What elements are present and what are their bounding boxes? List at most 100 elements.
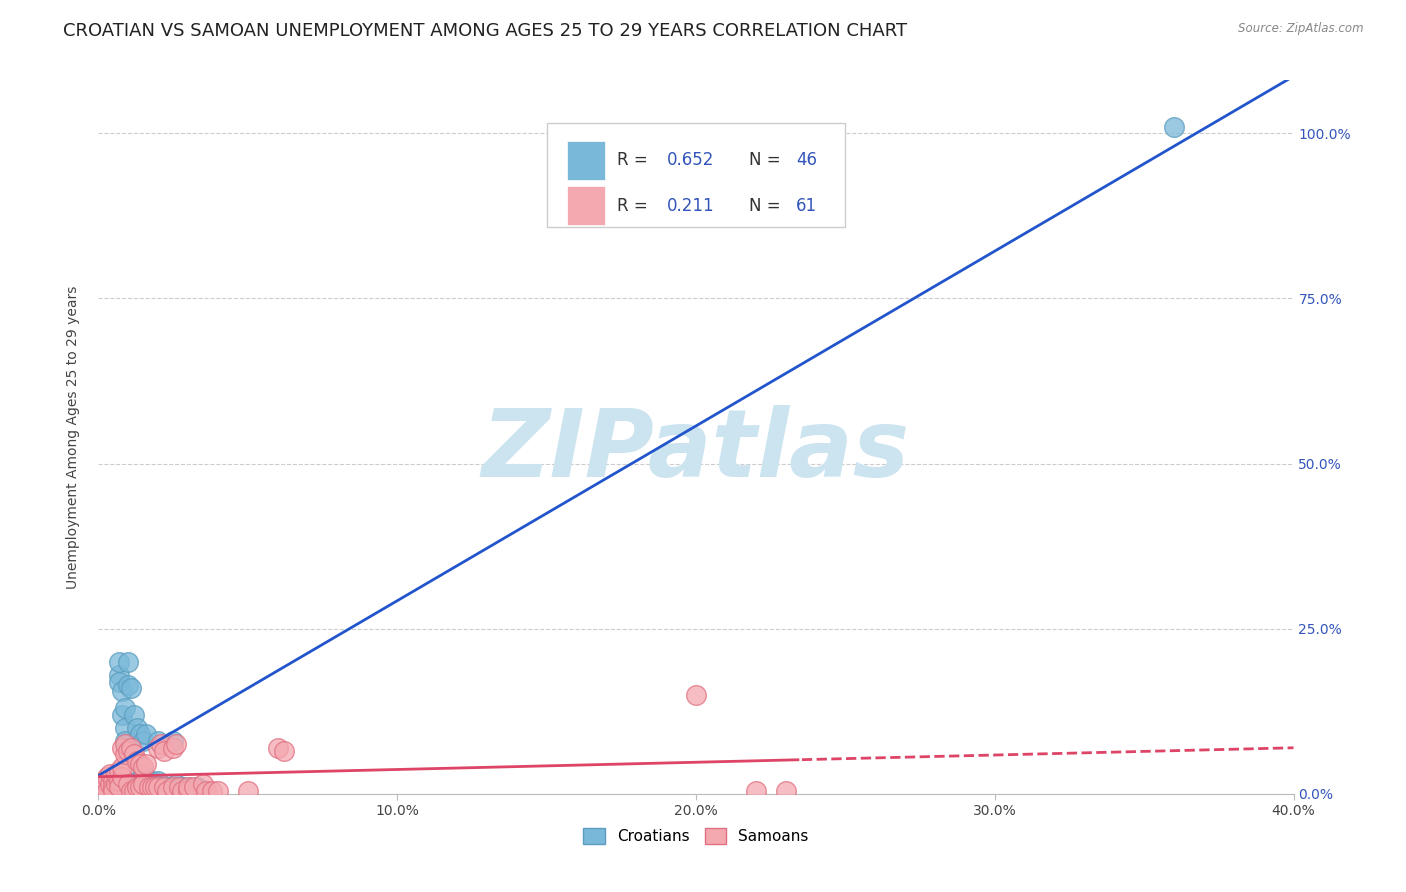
Text: Source: ZipAtlas.com: Source: ZipAtlas.com xyxy=(1239,22,1364,36)
Point xyxy=(105,781,128,796)
Point xyxy=(114,734,136,748)
FancyBboxPatch shape xyxy=(547,123,845,227)
Point xyxy=(165,737,187,751)
Point xyxy=(129,757,152,772)
Point xyxy=(108,655,131,669)
Point xyxy=(103,783,125,797)
Point xyxy=(90,783,112,797)
Point xyxy=(103,783,125,797)
Point xyxy=(96,783,118,797)
Point xyxy=(111,707,134,722)
Point xyxy=(108,773,131,788)
Point xyxy=(132,734,155,748)
Point xyxy=(162,734,184,748)
Point xyxy=(98,779,122,793)
Point xyxy=(135,757,157,772)
Text: 46: 46 xyxy=(796,152,817,169)
Point xyxy=(135,727,157,741)
Point xyxy=(172,783,194,797)
Point xyxy=(162,740,184,755)
Point xyxy=(96,783,118,797)
Point xyxy=(685,688,707,702)
Point xyxy=(775,783,797,797)
Point xyxy=(105,777,128,791)
Point xyxy=(273,744,295,758)
Point xyxy=(117,777,139,791)
Point xyxy=(103,773,125,788)
Point xyxy=(148,740,170,755)
Point xyxy=(165,777,187,791)
Point xyxy=(124,780,146,795)
Point xyxy=(108,674,131,689)
Point xyxy=(183,780,205,795)
Point xyxy=(93,777,115,791)
Point xyxy=(177,780,200,795)
Point xyxy=(127,780,149,795)
Text: 61: 61 xyxy=(796,196,817,215)
Point xyxy=(124,707,146,722)
Point xyxy=(93,783,115,797)
Point xyxy=(90,777,112,791)
Point xyxy=(98,781,122,796)
Point xyxy=(111,770,134,784)
Point xyxy=(153,744,176,758)
Point xyxy=(98,767,122,781)
Point xyxy=(117,678,139,692)
Point xyxy=(172,780,194,795)
Point xyxy=(132,767,155,781)
Point xyxy=(111,684,134,698)
Point xyxy=(150,737,173,751)
Point xyxy=(117,744,139,758)
FancyBboxPatch shape xyxy=(567,141,605,180)
Point xyxy=(143,780,166,795)
Point xyxy=(236,783,259,797)
Point xyxy=(120,740,142,755)
Text: 0.211: 0.211 xyxy=(668,196,714,215)
Point xyxy=(129,773,152,788)
Point xyxy=(93,780,115,795)
Point xyxy=(195,783,218,797)
Text: N =: N = xyxy=(748,196,786,215)
Point xyxy=(111,760,134,774)
Point xyxy=(132,760,155,774)
Point xyxy=(111,740,134,755)
Point xyxy=(162,780,184,795)
Y-axis label: Unemployment Among Ages 25 to 29 years: Unemployment Among Ages 25 to 29 years xyxy=(66,285,80,589)
Point xyxy=(167,780,190,795)
Point xyxy=(207,783,229,797)
Point xyxy=(127,773,149,788)
Point xyxy=(745,783,768,797)
Point xyxy=(117,655,139,669)
FancyBboxPatch shape xyxy=(567,186,605,226)
Point xyxy=(186,780,208,795)
Point xyxy=(114,701,136,715)
Point xyxy=(177,780,200,795)
Point xyxy=(114,721,136,735)
Point xyxy=(90,783,112,797)
Point xyxy=(120,783,142,797)
Point xyxy=(103,780,125,795)
Point xyxy=(114,737,136,751)
Text: ZIPatlas: ZIPatlas xyxy=(482,405,910,498)
Point xyxy=(141,780,163,795)
Text: CROATIAN VS SAMOAN UNEMPLOYMENT AMONG AGES 25 TO 29 YEARS CORRELATION CHART: CROATIAN VS SAMOAN UNEMPLOYMENT AMONG AG… xyxy=(63,22,907,40)
Point xyxy=(108,668,131,682)
Text: R =: R = xyxy=(617,152,654,169)
Point xyxy=(120,780,142,795)
Point xyxy=(98,777,122,791)
Point xyxy=(156,783,179,797)
Legend: Croatians, Samoans: Croatians, Samoans xyxy=(576,822,815,850)
Point xyxy=(153,780,176,795)
Text: N =: N = xyxy=(748,152,786,169)
Point xyxy=(105,777,128,791)
Point xyxy=(148,773,170,788)
Point xyxy=(138,780,160,795)
Point xyxy=(96,780,118,795)
Point xyxy=(103,773,125,788)
Point xyxy=(129,780,152,795)
Point xyxy=(148,734,170,748)
Point xyxy=(96,770,118,784)
Point xyxy=(108,780,131,795)
Point xyxy=(148,780,170,795)
Point xyxy=(127,754,149,768)
